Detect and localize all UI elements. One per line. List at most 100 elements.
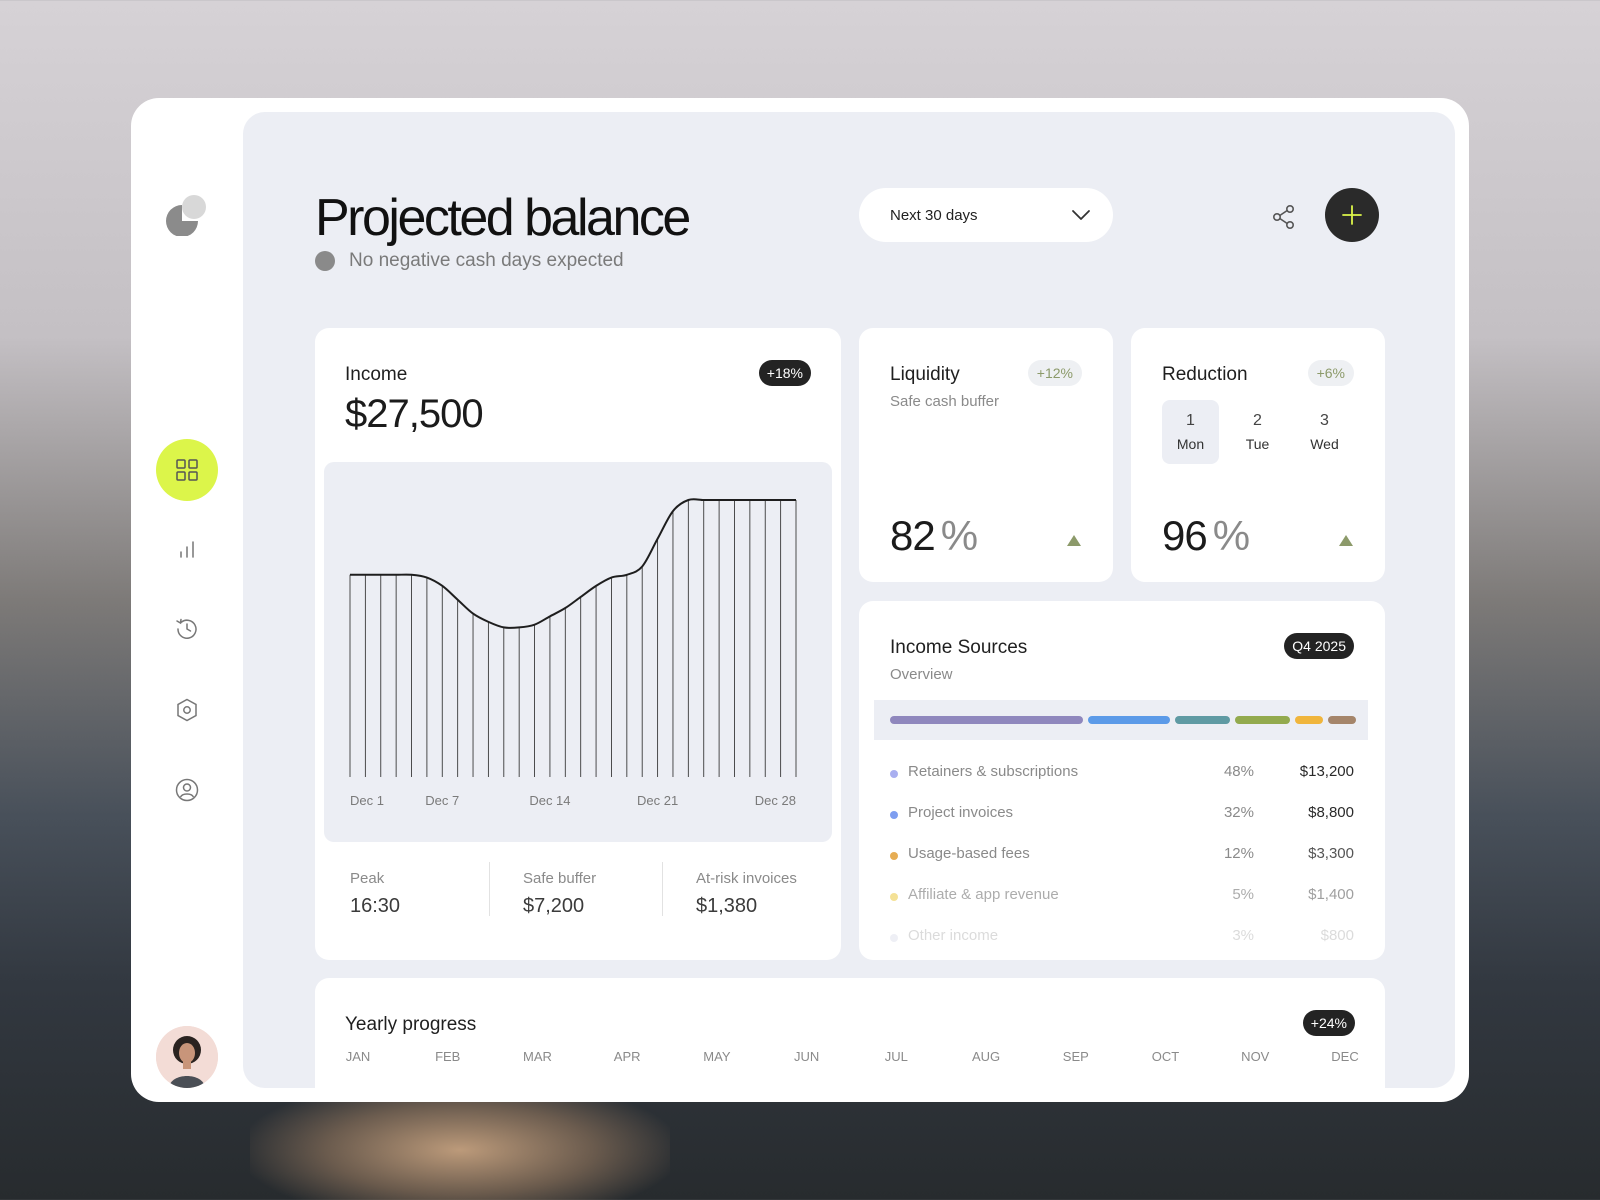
plus-icon — [1342, 205, 1362, 225]
day-wed[interactable]: 3 Wed — [1296, 400, 1353, 464]
status-text: No negative cash days expected — [349, 250, 624, 271]
source-name: Usage-based fees — [908, 845, 1030, 862]
source-segment-retainers — [890, 716, 1083, 724]
stat-peak: Peak 16:30 — [350, 870, 400, 918]
income-currency: $ — [345, 392, 367, 436]
sources-period-badge: Q4 2025 — [1284, 633, 1354, 659]
source-row: Usage-based fees 12% $3,300 — [890, 844, 1354, 868]
source-percent: 32% — [1223, 804, 1254, 821]
month-label: DEC — [1331, 1049, 1359, 1064]
source-row: Other income 3% $800 — [890, 926, 1354, 950]
chevron-down-icon — [1072, 210, 1090, 220]
source-segment-usage — [1175, 716, 1230, 724]
source-amount: $3,300 — [1308, 845, 1354, 862]
nav-history-button[interactable] — [156, 598, 218, 660]
x-tick-label: Dec 1 — [350, 793, 384, 808]
sidebar — [131, 98, 243, 1102]
status-dot — [315, 251, 335, 271]
day-number: 3 — [1320, 412, 1329, 429]
reduction-number: 96 — [1162, 512, 1208, 559]
history-icon — [176, 618, 197, 639]
income-badge: +18% — [758, 360, 811, 386]
sources-subtitle: Overview — [890, 666, 953, 683]
x-tick-label: Dec 28 — [755, 793, 796, 808]
stat-value: $1,380 — [696, 895, 758, 917]
share-icon[interactable] — [1271, 204, 1297, 230]
nav-profile-button[interactable] — [156, 759, 218, 821]
reduction-unit: % — [1212, 512, 1250, 559]
month-label: AUG — [971, 1049, 1001, 1064]
month-label: OCT — [1151, 1049, 1180, 1064]
sources-stacked-bar — [874, 700, 1368, 740]
date-range-select[interactable]: Next 30 days — [859, 188, 1113, 242]
source-dot — [890, 811, 898, 819]
month-label: JAN — [345, 1049, 371, 1064]
source-row: Project invoices 32% $8,800 — [890, 803, 1354, 827]
liquidity-number: 82 — [890, 512, 936, 559]
avatar[interactable] — [156, 1026, 218, 1088]
month-axis: JAN FEB MAR APR MAY JUN JUL AUG SEP OCT NOV DEC — [345, 1049, 1359, 1069]
reduction-card: Reduction +6% 1 Mon 2 Tue 3 Wed 96% — [1131, 328, 1385, 582]
stat-value: $7,200 — [523, 895, 585, 917]
source-percent: 12% — [1223, 845, 1254, 862]
x-tick-label: Dec 21 — [637, 793, 678, 808]
day-number: 2 — [1253, 412, 1262, 429]
settings-hex-icon — [177, 698, 197, 722]
day-tue[interactable]: 2 Tue — [1229, 400, 1286, 464]
page-title: Projected balance — [315, 189, 691, 247]
liquidity-subtitle: Safe cash buffer — [890, 393, 999, 410]
x-tick-label: Dec 7 — [425, 793, 459, 808]
source-dot — [890, 852, 898, 860]
yearly-badge: +24% — [1302, 1010, 1355, 1036]
stat-divider — [489, 862, 490, 916]
nav-dashboard-button[interactable] — [156, 439, 218, 501]
liquidity-badge: +12% — [1027, 360, 1082, 386]
source-name: Project invoices — [908, 804, 1014, 821]
trend-up-icon — [1339, 535, 1353, 546]
liquidity-unit: % — [940, 512, 978, 559]
yearly-progress-card: Yearly progress +24% JAN FEB MAR APR MAY JUN J… — [315, 978, 1385, 1088]
stat-label: At-risk invoices — [696, 870, 797, 887]
source-name: Retainers & subscriptions — [908, 763, 1079, 780]
day-mon[interactable]: 1 Mon — [1162, 400, 1219, 464]
source-dot — [890, 893, 898, 901]
income-line — [350, 498, 796, 629]
month-label: SEP — [1062, 1049, 1089, 1064]
stat-at-risk: At-risk invoices $1,380 — [696, 870, 797, 918]
income-sources-card: Income Sources Overview Q4 2025 Retainer… — [859, 601, 1385, 960]
trend-up-icon — [1067, 535, 1081, 546]
day-number: 1 — [1186, 412, 1195, 429]
liquidity-title: Liquidity — [890, 364, 960, 385]
month-label: JUN — [793, 1049, 820, 1064]
main-panel: Projected balance No negative cash days … — [243, 112, 1455, 1088]
liquidity-value: 82% — [890, 512, 978, 560]
source-percent: 3% — [1232, 927, 1254, 944]
day-name: Wed — [1310, 436, 1339, 452]
source-percent: 48% — [1223, 763, 1254, 780]
stat-value: 16:30 — [350, 895, 401, 917]
bar-chart-icon — [180, 541, 194, 558]
month-label: NOV — [1241, 1049, 1270, 1064]
app-window: Projected balance No negative cash days … — [131, 98, 1469, 1102]
reduction-value: 96% — [1162, 512, 1250, 560]
nav-settings-button[interactable] — [156, 679, 218, 741]
stat-label: Safe buffer — [523, 870, 597, 887]
x-tick-label: Dec 14 — [529, 793, 570, 808]
income-title: Income — [345, 364, 408, 385]
source-dot — [890, 934, 898, 942]
reduction-title: Reduction — [1162, 364, 1248, 385]
nav-analytics-button[interactable] — [156, 518, 218, 580]
month-label: APR — [613, 1049, 641, 1064]
liquidity-card: Liquidity +12% Safe cash buffer 82% — [859, 328, 1113, 582]
source-name: Affiliate & app revenue — [908, 886, 1059, 903]
stat-divider — [662, 862, 663, 916]
source-name: Other income — [908, 927, 999, 944]
date-range-value: Next 30 days — [890, 206, 978, 224]
user-avatar-icon — [156, 1026, 218, 1088]
stat-safe-buffer: Safe buffer $7,200 — [523, 870, 596, 918]
income-chart: Dec 1 Dec 7 Dec 14 Dec 21 Dec 28 — [324, 462, 832, 842]
logo-icon — [166, 195, 206, 236]
yearly-title: Yearly progress — [345, 1014, 477, 1035]
income-stats: Peak 16:30 Safe buffer $7,200 At-risk in… — [315, 858, 841, 928]
add-button[interactable] — [1325, 188, 1379, 242]
